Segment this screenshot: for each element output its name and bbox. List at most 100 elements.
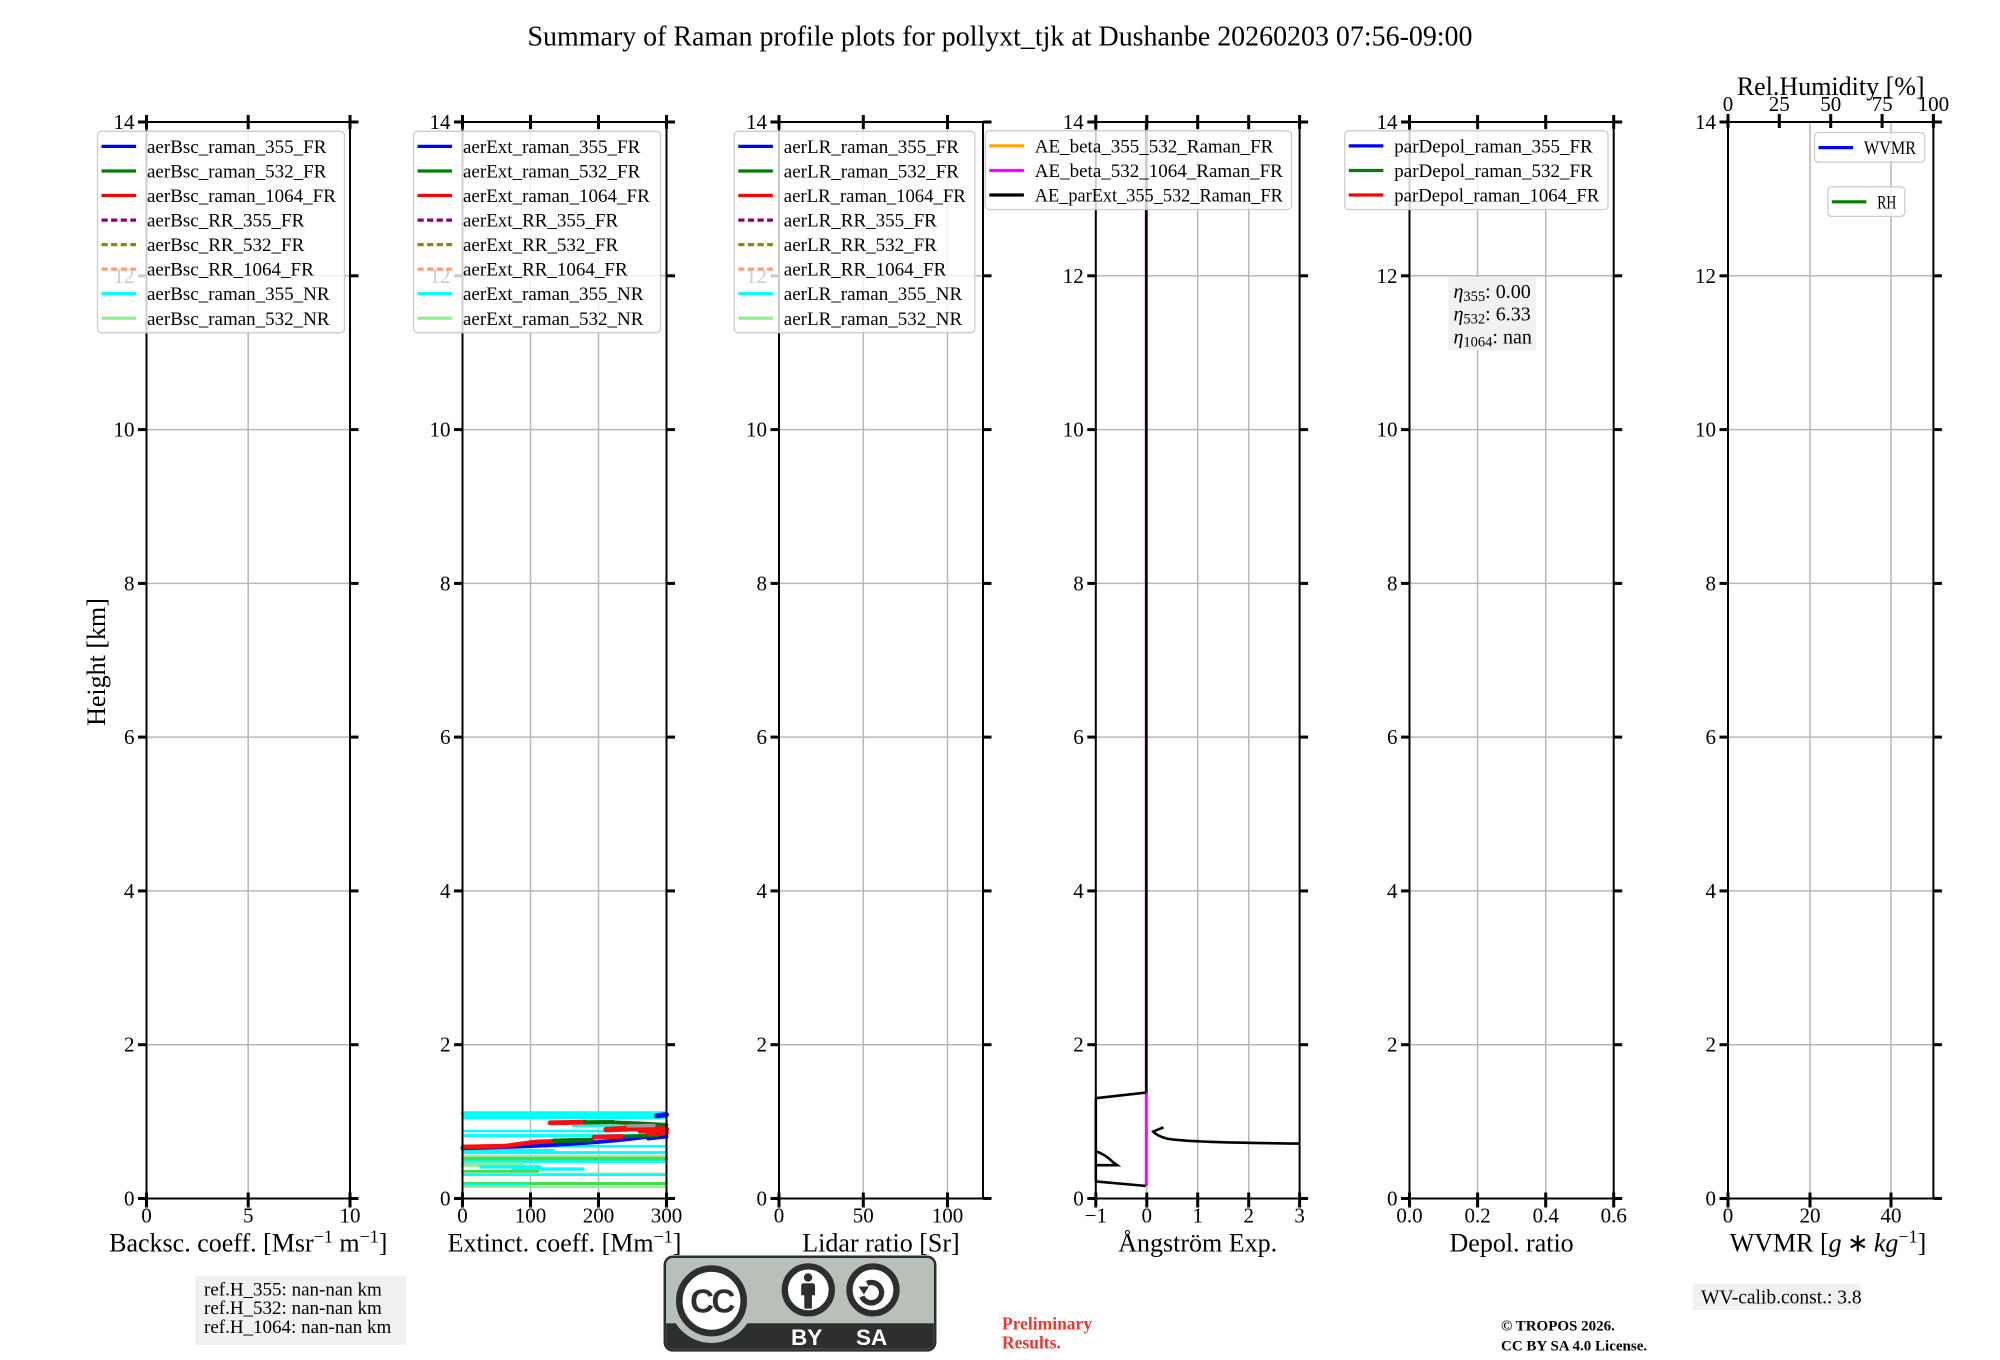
svg-text:Backsc. coeff. [Msr−1 m−1]: Backsc. coeff. [Msr−1 m−1] [109, 1227, 387, 1258]
svg-text:Preliminary: Preliminary [1002, 1314, 1092, 1334]
svg-text:Rel.Humidity [%]: Rel.Humidity [%] [1737, 72, 1925, 101]
svg-text:4: 4 [1073, 879, 1084, 903]
svg-text:100: 100 [932, 1204, 964, 1228]
svg-text:3: 3 [1294, 1204, 1305, 1228]
svg-text:AE_beta_532_1064_Raman_FR: AE_beta_532_1064_Raman_FR [1035, 161, 1283, 182]
svg-text:aerLR_raman_532_FR: aerLR_raman_532_FR [784, 162, 960, 183]
svg-text:6: 6 [757, 725, 768, 749]
svg-text:14: 14 [746, 110, 768, 134]
svg-text:10: 10 [1695, 418, 1716, 442]
svg-text:WVMR: WVMR [1864, 138, 1916, 159]
svg-text:8: 8 [124, 571, 135, 595]
svg-text:RH: RH [1877, 192, 1896, 213]
svg-text:AE_beta_355_532_Raman_FR: AE_beta_355_532_Raman_FR [1035, 136, 1274, 157]
svg-text:14: 14 [1377, 110, 1399, 134]
svg-text:6: 6 [1073, 725, 1084, 749]
svg-text:25: 25 [1769, 92, 1790, 116]
svg-text:14: 14 [114, 110, 136, 134]
svg-text:20: 20 [1800, 1204, 1821, 1228]
svg-text:8: 8 [440, 571, 451, 595]
svg-text:8: 8 [1706, 571, 1717, 595]
svg-text:0: 0 [774, 1204, 785, 1228]
svg-text:50: 50 [1820, 92, 1841, 116]
svg-text:aerExt_RR_355_FR: aerExt_RR_355_FR [463, 211, 618, 232]
svg-text:200: 200 [583, 1204, 615, 1228]
svg-text:0: 0 [457, 1204, 468, 1228]
svg-text:aerLR_RR_1064_FR: aerLR_RR_1064_FR [784, 260, 947, 281]
svg-text:0.2: 0.2 [1464, 1204, 1490, 1228]
svg-text:4: 4 [440, 879, 451, 903]
svg-text:1: 1 [1192, 1204, 1203, 1228]
svg-text:10: 10 [114, 418, 135, 442]
svg-text:8: 8 [757, 571, 768, 595]
svg-text:aerBsc_raman_355_FR: aerBsc_raman_355_FR [147, 137, 327, 158]
svg-text:14: 14 [430, 110, 452, 134]
svg-text:WVMR [g ∗ kg−1]: WVMR [g ∗ kg−1] [1730, 1227, 1927, 1258]
svg-text:aerBsc_raman_1064_FR: aerBsc_raman_1064_FR [147, 186, 336, 207]
svg-text:75: 75 [1872, 92, 1893, 116]
svg-text:aerExt_raman_355_FR: aerExt_raman_355_FR [463, 137, 641, 158]
svg-text:12: 12 [1695, 264, 1716, 288]
svg-text:parDepol_raman_532_FR: parDepol_raman_532_FR [1394, 161, 1593, 182]
svg-text:0.6: 0.6 [1601, 1204, 1627, 1228]
svg-text:aerExt_RR_1064_FR: aerExt_RR_1064_FR [463, 260, 628, 281]
svg-text:6: 6 [1387, 725, 1398, 749]
svg-text:ref.H_355: nan-nan km: ref.H_355: nan-nan km [204, 1279, 382, 1300]
svg-text:2: 2 [1243, 1204, 1254, 1228]
svg-text:14: 14 [1063, 110, 1085, 134]
svg-text:−1: −1 [1085, 1204, 1107, 1228]
svg-text:4: 4 [1706, 879, 1717, 903]
svg-text:6: 6 [440, 725, 451, 749]
svg-text:η532: 6.33: η532: 6.33 [1454, 304, 1531, 328]
svg-text:BY: BY [791, 1325, 822, 1350]
svg-text:aerExt_raman_532_FR: aerExt_raman_532_FR [463, 162, 641, 183]
svg-text:aerLR_raman_532_NR: aerLR_raman_532_NR [784, 309, 963, 330]
svg-text:Depol. ratio: Depol. ratio [1450, 1229, 1574, 1258]
svg-text:14: 14 [1695, 110, 1717, 134]
svg-text:0: 0 [1142, 1204, 1153, 1228]
svg-text:2: 2 [1706, 1033, 1717, 1057]
svg-text:parDepol_raman_1064_FR: parDepol_raman_1064_FR [1394, 186, 1599, 207]
svg-text:aerLR_RR_355_FR: aerLR_RR_355_FR [784, 211, 937, 232]
svg-text:Extinct. coeff. [Mm−1]: Extinct. coeff. [Mm−1] [448, 1227, 682, 1258]
svg-text:WV-calib.const.: 3.8: WV-calib.const.: 3.8 [1701, 1288, 1862, 1309]
svg-text:4: 4 [757, 879, 768, 903]
svg-text:2: 2 [757, 1033, 768, 1057]
svg-text:0: 0 [124, 1187, 135, 1211]
svg-text:η355: 0.00: η355: 0.00 [1454, 281, 1531, 305]
svg-text:2: 2 [124, 1033, 135, 1057]
svg-text:Lidar ratio [Sr]: Lidar ratio [Sr] [802, 1229, 959, 1258]
svg-text:6: 6 [124, 725, 135, 749]
svg-text:4: 4 [1387, 879, 1398, 903]
svg-text:8: 8 [1387, 571, 1398, 595]
svg-text:aerBsc_RR_1064_FR: aerBsc_RR_1064_FR [147, 260, 314, 281]
svg-text:parDepol_raman_355_FR: parDepol_raman_355_FR [1394, 136, 1593, 157]
svg-text:10: 10 [430, 418, 451, 442]
svg-text:40: 40 [1881, 1204, 1902, 1228]
svg-text:ref.H_532: nan-nan km: ref.H_532: nan-nan km [204, 1298, 382, 1319]
svg-text:10: 10 [340, 1204, 361, 1228]
svg-text:12: 12 [1377, 264, 1398, 288]
svg-text:CC: CC [690, 1282, 734, 1319]
svg-text:aerExt_raman_1064_FR: aerExt_raman_1064_FR [463, 186, 650, 207]
svg-text:0: 0 [1723, 92, 1734, 116]
svg-text:aerLR_RR_532_FR: aerLR_RR_532_FR [784, 235, 937, 256]
svg-text:0: 0 [1073, 1187, 1084, 1211]
svg-text:0: 0 [440, 1187, 451, 1211]
svg-text:0.4: 0.4 [1533, 1204, 1560, 1228]
svg-text:ref.H_1064: nan-nan km: ref.H_1064: nan-nan km [204, 1317, 392, 1338]
svg-text:aerBsc_raman_355_NR: aerBsc_raman_355_NR [147, 284, 330, 305]
svg-text:aerLR_raman_1064_FR: aerLR_raman_1064_FR [784, 186, 966, 207]
svg-text:CC BY SA 4.0 License.: CC BY SA 4.0 License. [1501, 1338, 1647, 1354]
svg-text:0: 0 [757, 1187, 768, 1211]
svg-text:aerBsc_raman_532_NR: aerBsc_raman_532_NR [147, 309, 330, 330]
svg-text:10: 10 [1377, 418, 1398, 442]
svg-text:aerExt_raman_355_NR: aerExt_raman_355_NR [463, 284, 644, 305]
svg-text:aerExt_raman_532_NR: aerExt_raman_532_NR [463, 309, 644, 330]
svg-text:2: 2 [440, 1033, 451, 1057]
svg-text:8: 8 [1073, 571, 1084, 595]
svg-text:Summary of Raman profile plots: Summary of Raman profile plots for polly… [528, 22, 1473, 53]
svg-text:0: 0 [1706, 1187, 1717, 1211]
svg-text:10: 10 [746, 418, 767, 442]
svg-text:Height [km]: Height [km] [82, 598, 111, 726]
